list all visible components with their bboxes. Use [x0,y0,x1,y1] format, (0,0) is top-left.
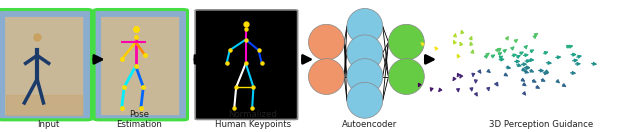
Text: Input: Input [37,120,59,129]
Text: Pose
Estimation: Pose Estimation [116,110,163,129]
FancyBboxPatch shape [94,10,188,120]
Ellipse shape [347,59,383,95]
FancyBboxPatch shape [195,10,298,119]
FancyBboxPatch shape [0,10,92,120]
Text: 3D Perception Guidance: 3D Perception Guidance [489,120,593,129]
Text: Normalized
Human Keypoints: Normalized Human Keypoints [215,110,291,129]
FancyBboxPatch shape [101,17,179,115]
Ellipse shape [308,24,344,60]
Text: Autoencoder: Autoencoder [342,120,397,129]
FancyBboxPatch shape [5,17,83,115]
Ellipse shape [308,59,344,95]
Ellipse shape [388,59,424,95]
Ellipse shape [347,8,383,44]
Ellipse shape [388,24,424,60]
Ellipse shape [347,35,383,71]
Ellipse shape [347,82,383,118]
